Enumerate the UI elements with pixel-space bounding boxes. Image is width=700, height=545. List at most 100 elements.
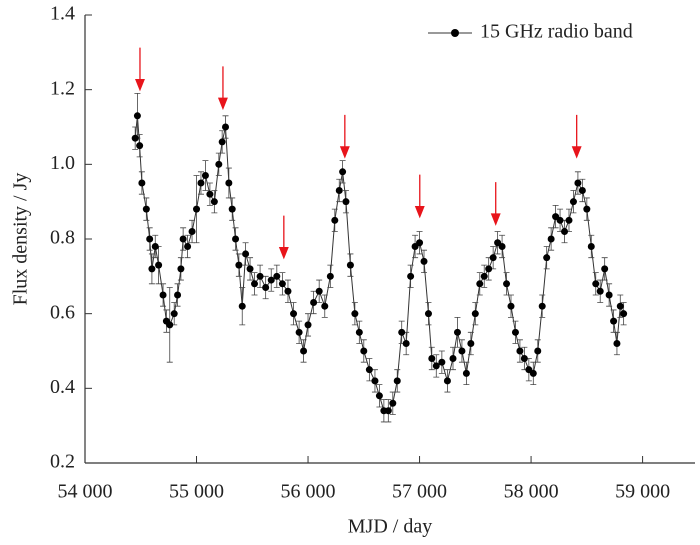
data-point	[375, 392, 383, 400]
flare-arrow	[414, 174, 425, 219]
data-point	[616, 302, 624, 310]
data-point	[335, 186, 343, 194]
data-point	[424, 310, 432, 318]
data-point	[485, 265, 493, 273]
data-point	[351, 310, 359, 318]
data-point	[222, 123, 230, 131]
data-point	[529, 369, 537, 377]
data-point	[543, 254, 551, 262]
data-point	[402, 340, 410, 348]
data-point	[342, 198, 350, 206]
flare-arrow	[490, 182, 501, 226]
x-tick-label: 58 000	[504, 481, 559, 503]
data-point	[613, 340, 621, 348]
data-point	[620, 310, 628, 318]
data-point	[438, 358, 446, 366]
data-point	[295, 328, 303, 336]
y-tick-label: 1.0	[50, 152, 75, 174]
data-point	[432, 362, 440, 370]
data-point	[256, 272, 264, 280]
data-point	[339, 168, 347, 176]
x-tick-label: 54 000	[58, 481, 113, 503]
data-point	[389, 399, 397, 407]
data-point	[235, 261, 243, 269]
y-tick-label: 0.8	[50, 227, 75, 249]
data-point	[206, 190, 214, 198]
data-point	[174, 291, 182, 299]
flare-arrow	[217, 66, 228, 111]
x-tick-label: 57 000	[392, 481, 447, 503]
data-point	[136, 142, 144, 150]
flare-arrow	[339, 114, 350, 159]
data-point	[503, 280, 511, 288]
data-point	[262, 284, 270, 292]
data-point	[232, 235, 240, 243]
data-point	[561, 228, 569, 236]
data-point	[449, 354, 457, 362]
y-tick-label: 1.2	[50, 77, 75, 99]
data-point	[480, 272, 488, 280]
data-point	[131, 134, 139, 142]
y-tick-label: 0.2	[50, 451, 75, 473]
legend-label: 15 GHz radio band	[480, 21, 633, 43]
y-tick-label: 0.4	[50, 376, 75, 398]
data-point	[197, 179, 205, 187]
data-point	[273, 272, 281, 280]
data-point	[458, 347, 466, 355]
data-point	[246, 265, 254, 273]
data-point	[534, 347, 542, 355]
data-point	[177, 265, 185, 273]
data-point	[146, 235, 154, 243]
data-point	[569, 198, 577, 206]
data-point	[159, 291, 167, 299]
data-point	[326, 272, 334, 280]
data-point	[151, 242, 159, 250]
flare-arrow	[571, 114, 582, 159]
data-point	[574, 179, 582, 187]
y-tick-label: 0.6	[50, 301, 75, 323]
data-point	[601, 265, 609, 273]
data-line	[134, 115, 625, 412]
data-point	[355, 328, 363, 336]
data-point	[476, 280, 484, 288]
data-point	[331, 216, 339, 224]
data-point	[547, 235, 555, 243]
data-point	[242, 250, 250, 258]
data-point	[133, 112, 141, 120]
data-point	[583, 205, 591, 213]
data-point	[201, 172, 209, 180]
data-point	[538, 302, 546, 310]
data-point	[188, 228, 196, 236]
data-point	[587, 242, 595, 250]
data-point	[453, 328, 461, 336]
data-point	[310, 298, 318, 306]
data-point	[498, 242, 506, 250]
data-point	[315, 287, 323, 295]
data-point	[565, 216, 573, 224]
data-point	[148, 265, 156, 273]
flare-arrow	[135, 47, 145, 92]
data-point	[520, 354, 528, 362]
data-point	[346, 261, 354, 269]
data-point	[267, 276, 275, 284]
data-point	[184, 242, 192, 250]
data-point	[300, 347, 308, 355]
data-point	[407, 272, 415, 280]
data-point	[592, 280, 600, 288]
data-point	[578, 186, 586, 194]
data-point	[428, 354, 436, 362]
data-point	[210, 198, 218, 206]
x-tick-label: 55 000	[169, 481, 224, 503]
flare-arrow	[278, 215, 289, 260]
x-tick-label: 56 000	[281, 481, 336, 503]
data-point	[443, 377, 451, 385]
data-point	[155, 261, 163, 269]
data-point	[290, 310, 298, 318]
data-point	[321, 302, 329, 310]
data-point	[238, 302, 246, 310]
data-point	[215, 160, 223, 168]
data-point	[225, 179, 233, 187]
data-point	[179, 235, 187, 243]
data-point	[516, 347, 524, 355]
